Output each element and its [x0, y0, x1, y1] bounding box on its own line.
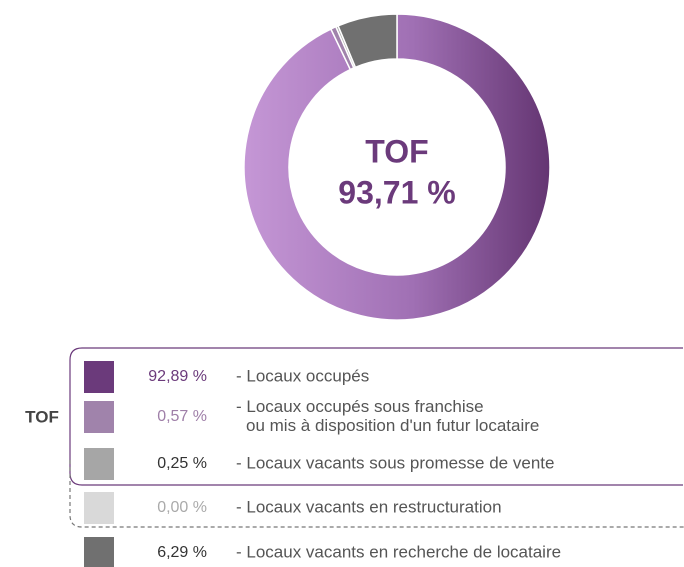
center-value: 93,71 %	[338, 174, 455, 210]
legend-label: ou mis à disposition d'un futur locatair…	[246, 416, 539, 435]
slice	[337, 13, 398, 69]
legend-group-label: TOF	[25, 407, 59, 426]
value-label: 0,00 %	[157, 499, 207, 516]
value-label: 6,29 %	[157, 544, 207, 561]
legend-label: - Locaux occupés sous franchise	[236, 397, 484, 416]
legend-swatch	[84, 401, 114, 433]
legend-swatch	[84, 361, 114, 393]
legend-swatch	[84, 492, 114, 524]
legend-label: - Locaux vacants en restructuration	[236, 497, 502, 516]
legend: 92,89 % - Locaux occupés 0,57 % - Locaux oc…	[84, 361, 561, 567]
group-bracket-dashed	[69, 460, 684, 528]
donut	[243, 13, 551, 321]
legend-label: - Locaux occupés	[236, 366, 369, 385]
value-label: 92,89 %	[148, 368, 207, 385]
slice	[243, 13, 551, 321]
value-label: 0,25 %	[157, 455, 207, 472]
center-title: TOF	[365, 133, 428, 169]
legend-label: - Locaux vacants sous promesse de vente	[236, 453, 554, 472]
legend-label: - Locaux vacants en recherche de locatai…	[236, 542, 561, 561]
value-label: 0,57 %	[157, 408, 207, 425]
legend-swatch	[84, 537, 114, 567]
group-bracket	[69, 347, 683, 486]
legend-swatch	[84, 448, 114, 480]
